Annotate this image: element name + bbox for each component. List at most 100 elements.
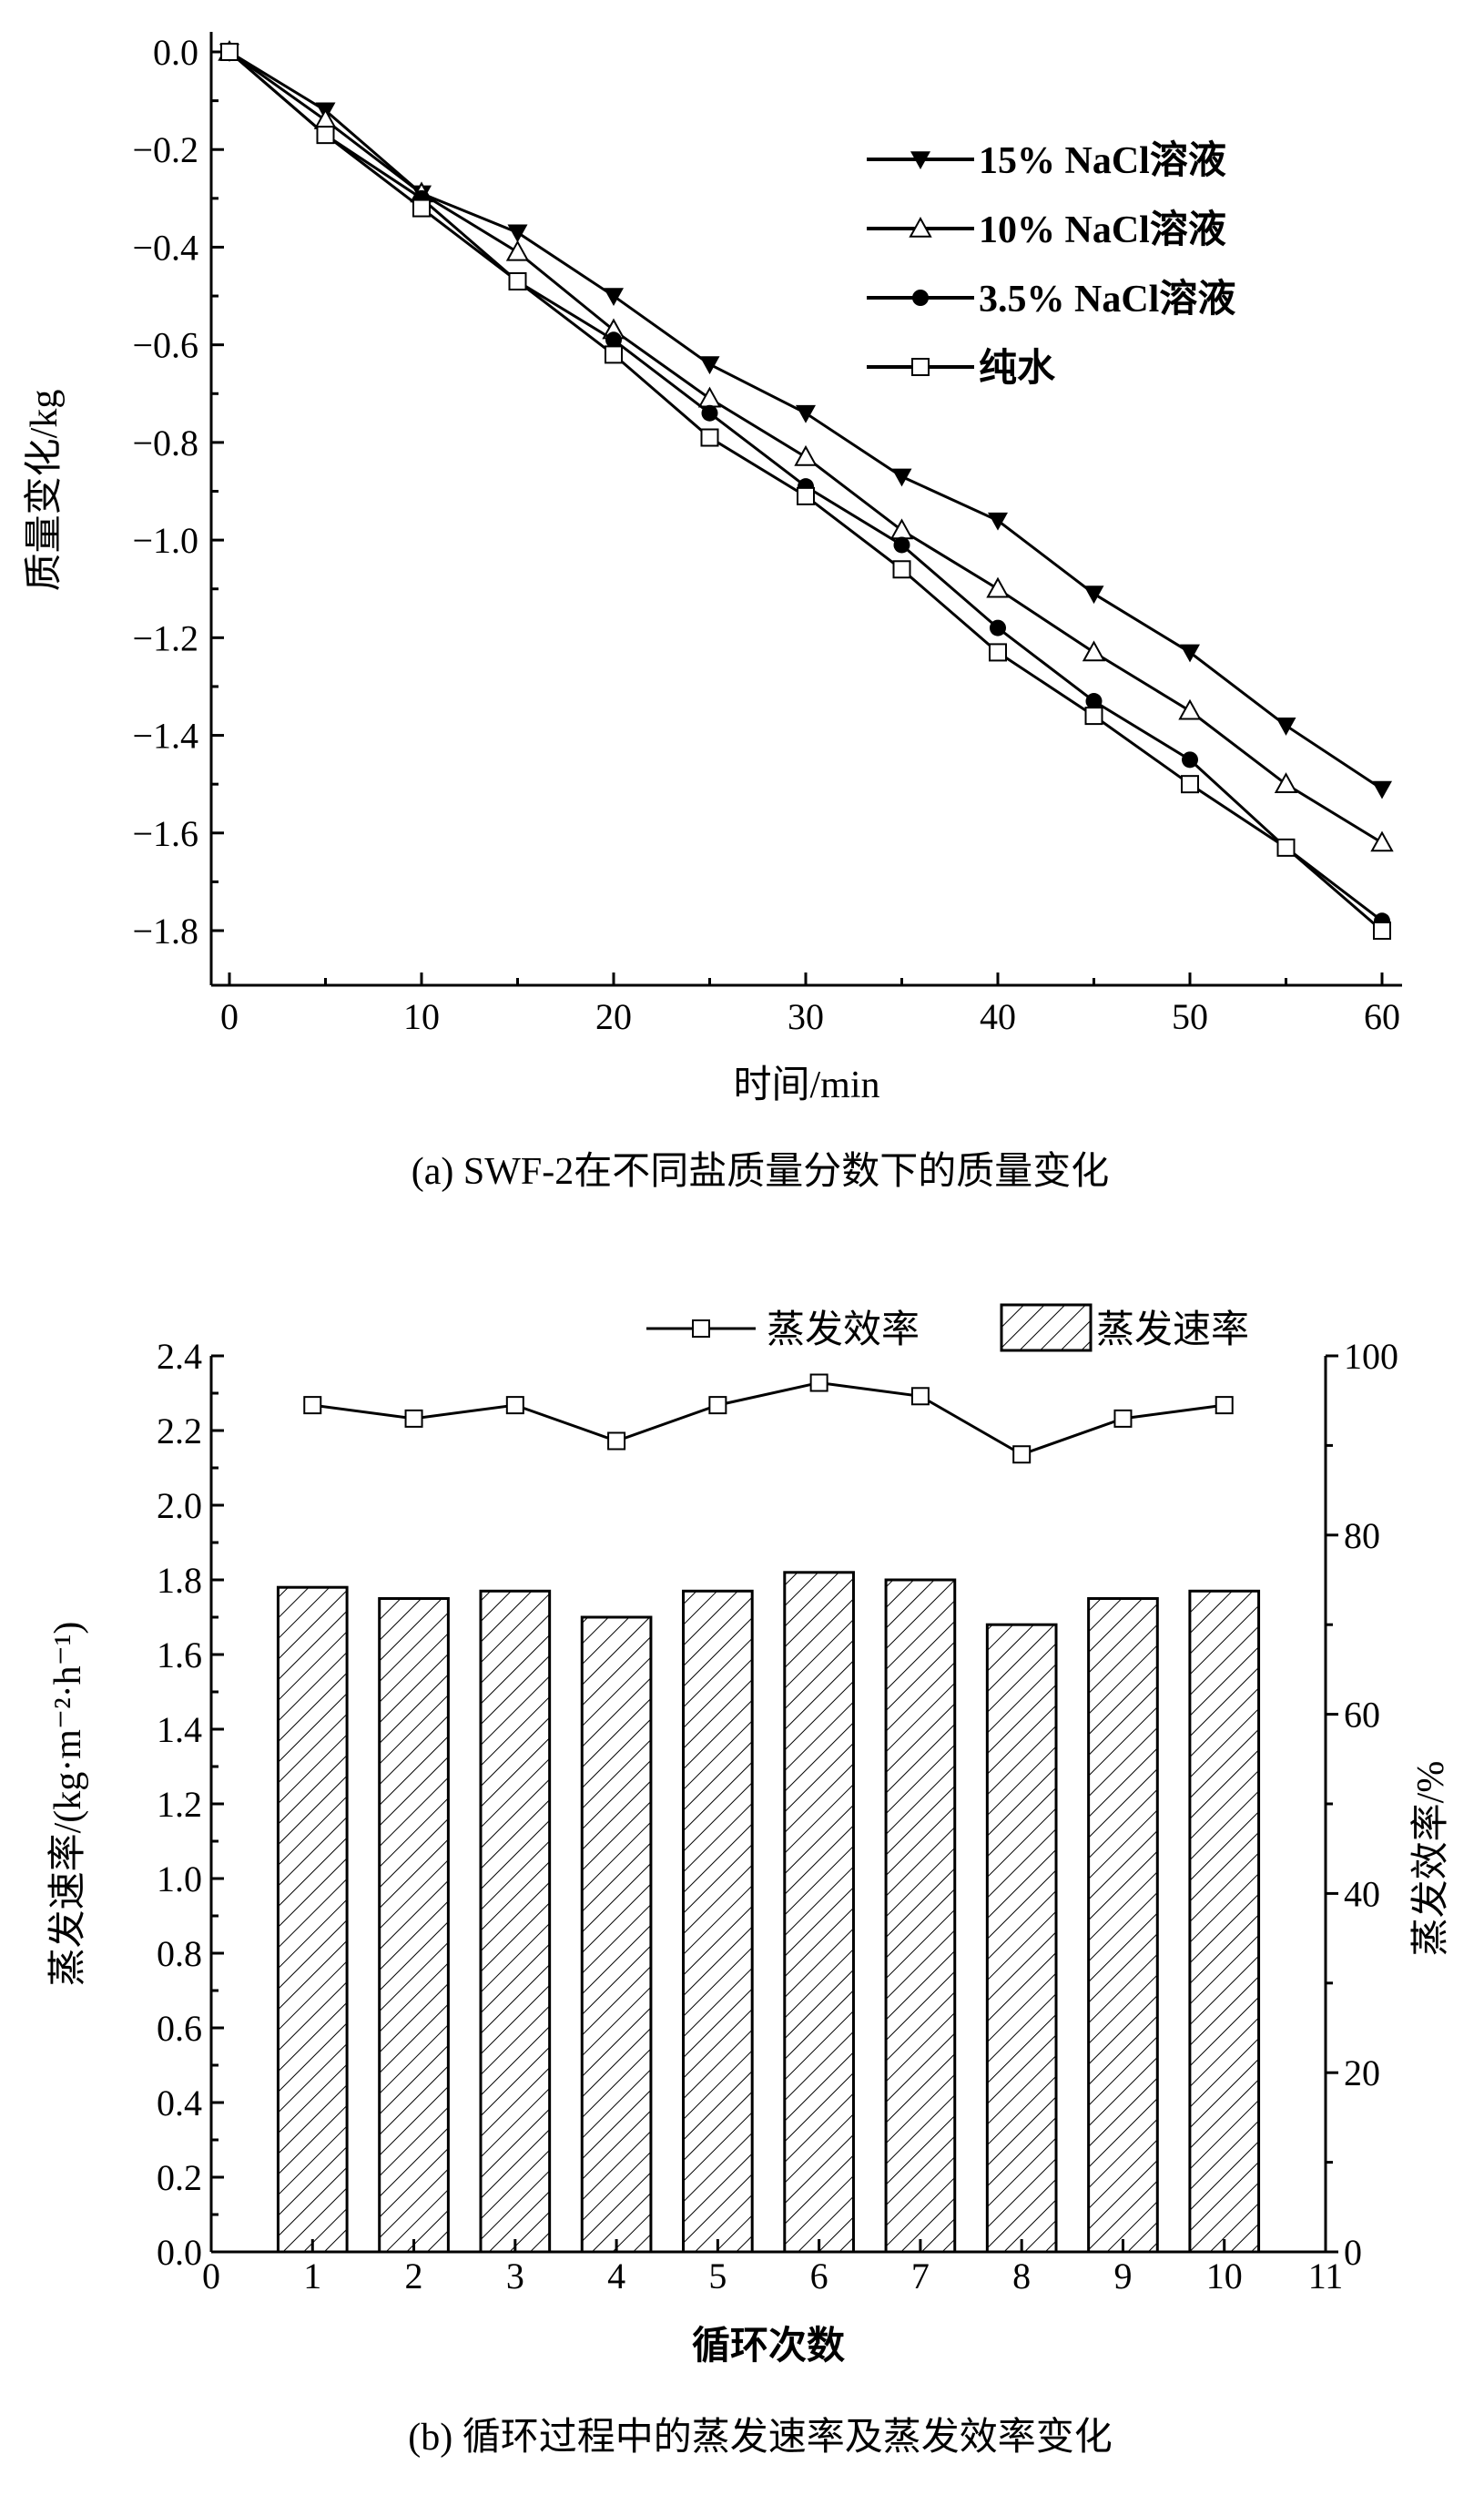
legend-label: 3.5% NaCl溶液 bbox=[979, 278, 1235, 321]
x-axis-label: 循环次数 bbox=[692, 2325, 845, 2368]
series-3: 纯水 bbox=[220, 43, 1391, 940]
x-tick-label: 40 bbox=[980, 996, 1016, 1037]
data-point bbox=[404, 1409, 423, 1428]
data-point bbox=[1085, 693, 1103, 710]
data-point bbox=[1372, 780, 1392, 799]
series-line bbox=[312, 1380, 1225, 1456]
y-axis-label: 质量变化/kg bbox=[23, 390, 66, 592]
data-point bbox=[1178, 698, 1202, 720]
legend-label: 蒸发效率 bbox=[767, 1309, 920, 1351]
x-tick-label: 1 bbox=[303, 2256, 321, 2296]
data-point bbox=[1276, 838, 1296, 857]
bar bbox=[479, 1589, 552, 2254]
y-tick-label: 1.2 bbox=[157, 1784, 202, 1825]
legend-marker bbox=[909, 216, 932, 238]
y-tick-label: −1.6 bbox=[132, 813, 198, 854]
data-point bbox=[508, 271, 527, 290]
data-point bbox=[988, 512, 1008, 531]
y-tick-label: −0.6 bbox=[132, 325, 198, 366]
data-point bbox=[989, 643, 1007, 662]
line-series bbox=[303, 1373, 1234, 1464]
data-point bbox=[220, 43, 239, 61]
data-point bbox=[1274, 772, 1298, 793]
data-point bbox=[701, 404, 718, 422]
data-point bbox=[797, 486, 815, 505]
data-point bbox=[1012, 1445, 1032, 1464]
x-tick-label: 30 bbox=[788, 996, 824, 1037]
data-point bbox=[809, 1373, 828, 1392]
y-tick-label: 0.8 bbox=[157, 1933, 202, 1974]
data-point bbox=[1276, 718, 1296, 736]
y-right-tick-label: 0 bbox=[1344, 2232, 1362, 2273]
data-point bbox=[604, 288, 624, 307]
x-tick-label: 9 bbox=[1113, 2256, 1132, 2296]
legend-swatch bbox=[1000, 1303, 1093, 1352]
y-tick-label: 0.2 bbox=[157, 2157, 202, 2198]
y-tick-label: −1.8 bbox=[132, 911, 198, 952]
y-tick-label: 0.0 bbox=[153, 32, 198, 73]
legend-marker bbox=[912, 290, 929, 306]
data-point bbox=[700, 428, 719, 447]
y-tick-label: 1.4 bbox=[157, 1709, 202, 1750]
data-point bbox=[1373, 922, 1391, 940]
data-point bbox=[1182, 751, 1198, 769]
data-point bbox=[699, 356, 720, 375]
data-point bbox=[1180, 644, 1200, 663]
bar bbox=[783, 1571, 855, 2254]
y-tick-label: 0.0 bbox=[157, 2232, 202, 2273]
y-tick-label: 2.0 bbox=[157, 1485, 202, 1526]
y-right-tick-label: 60 bbox=[1344, 1695, 1380, 1736]
chart-b-caption: (b) 循环过程中的蒸发速率及蒸发效率变化 bbox=[408, 2416, 1112, 2459]
data-point bbox=[1083, 586, 1104, 605]
y-right-tick-label: 20 bbox=[1344, 2052, 1380, 2093]
data-point bbox=[607, 1431, 626, 1451]
legend-marker bbox=[910, 151, 930, 169]
data-point bbox=[910, 1387, 930, 1406]
y-tick-label: −1.2 bbox=[132, 617, 198, 658]
data-point bbox=[986, 576, 1010, 598]
data-point bbox=[505, 1396, 524, 1415]
x-tick-label: 50 bbox=[1172, 996, 1208, 1037]
y-tick-label: 1.8 bbox=[157, 1560, 202, 1601]
x-tick-label: 8 bbox=[1012, 2256, 1031, 2296]
y-right-tick-label: 40 bbox=[1344, 1873, 1380, 1914]
y-axis-label: 蒸发速率/(kg·m⁻²·h⁻¹) bbox=[46, 1622, 89, 1987]
x-tick-label: 0 bbox=[202, 2256, 220, 2296]
x-tick-label: 7 bbox=[911, 2256, 930, 2296]
y-tick-label: −0.8 bbox=[132, 423, 198, 463]
data-point bbox=[303, 1396, 322, 1415]
data-point bbox=[697, 386, 722, 408]
data-point bbox=[708, 1396, 727, 1415]
x-tick-label: 4 bbox=[607, 2256, 625, 2296]
bar bbox=[1188, 1589, 1261, 2254]
x-tick-label: 60 bbox=[1364, 996, 1400, 1037]
bar bbox=[378, 1597, 450, 2254]
y-tick-label: 2.4 bbox=[157, 1336, 202, 1377]
y-tick-label: 1.6 bbox=[157, 1634, 202, 1675]
x-tick-label: 6 bbox=[810, 2256, 828, 2296]
bar bbox=[682, 1589, 754, 2254]
legend-marker bbox=[692, 1319, 710, 1338]
data-point bbox=[889, 518, 914, 540]
y-tick-label: −1.0 bbox=[132, 520, 198, 561]
y-right-axis-label: 蒸发效率/% bbox=[1409, 1761, 1452, 1957]
data-point bbox=[1181, 775, 1199, 794]
data-point bbox=[1082, 640, 1106, 662]
data-point bbox=[891, 468, 912, 487]
data-point bbox=[505, 239, 530, 261]
data-point bbox=[1215, 1396, 1234, 1415]
chart-a-caption: (a) SWF-2在不同盐质量分数下的质量变化 bbox=[412, 1150, 1109, 1193]
chart-a: 0.0 −0.2 −0.4 −0.6 −0.8 −1.0 −1.2 −1.4 −1.6 −1.8 0… bbox=[23, 32, 1402, 1193]
data-point bbox=[313, 107, 338, 129]
data-point bbox=[1370, 830, 1394, 852]
bar bbox=[985, 1623, 1058, 2254]
data-point bbox=[990, 619, 1006, 636]
series-0: 15% NaCl溶液 bbox=[219, 44, 1392, 799]
bar-series bbox=[276, 1571, 1261, 2254]
legend-label: 10% NaCl溶液 bbox=[979, 209, 1226, 251]
bar bbox=[580, 1615, 653, 2254]
x-tick-label: 0 bbox=[220, 996, 239, 1037]
x-axis-label: 时间/min bbox=[733, 1064, 879, 1106]
bar bbox=[1087, 1597, 1159, 2254]
